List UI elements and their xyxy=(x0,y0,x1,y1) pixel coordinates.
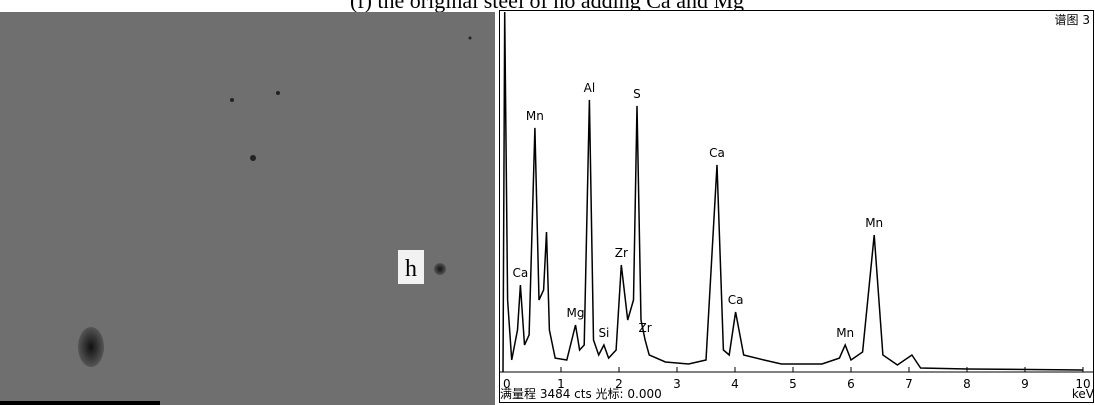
spectrum-line xyxy=(502,11,1084,373)
x-tick-label: 3 xyxy=(673,377,681,391)
peak-label: S xyxy=(633,87,641,101)
caption: (f) the original steel of no adding Ca a… xyxy=(350,0,744,13)
footer: 满量程 3484 cts 光标: 0.000 xyxy=(500,386,662,401)
x-tick-label: 10 xyxy=(1075,377,1090,391)
x-tick-label: 6 xyxy=(847,377,855,391)
scale-bar xyxy=(0,401,160,405)
pit xyxy=(230,98,234,102)
chart-frame xyxy=(499,10,1094,403)
peak-label: Si xyxy=(598,326,609,340)
x-tick-label: 0 xyxy=(503,377,511,391)
peak-label: Zr xyxy=(615,246,628,260)
x-tick-label: 7 xyxy=(905,377,913,391)
peak-label: Mg xyxy=(567,306,585,320)
x-tick-label: 1 xyxy=(557,377,565,391)
peak-label: Ca xyxy=(709,146,725,160)
x-tick-label: 8 xyxy=(963,377,971,391)
pit xyxy=(468,36,472,40)
x-axis-label: keV xyxy=(1072,387,1095,401)
label-box xyxy=(398,250,424,284)
x-tick-label: 4 xyxy=(731,377,739,391)
x-tick-label: 5 xyxy=(789,377,797,391)
image-label: h xyxy=(405,256,417,282)
pit xyxy=(434,263,446,275)
pit xyxy=(250,155,256,161)
peak-label: Ca xyxy=(728,293,744,307)
peak-label: Zr xyxy=(639,321,652,335)
peak-label: Ca xyxy=(513,266,529,280)
x-tick-label: 2 xyxy=(615,377,623,391)
peak-label: Mn xyxy=(865,216,883,230)
peak-label: Mn xyxy=(526,109,544,123)
peak-label: Mn xyxy=(836,326,854,340)
x-tick-label: 9 xyxy=(1021,377,1029,391)
pit xyxy=(78,327,104,367)
pit xyxy=(276,91,280,95)
chart-title: 谱图 3 xyxy=(1055,13,1090,27)
sem-image xyxy=(0,12,495,405)
peak-label: Al xyxy=(584,81,596,95)
